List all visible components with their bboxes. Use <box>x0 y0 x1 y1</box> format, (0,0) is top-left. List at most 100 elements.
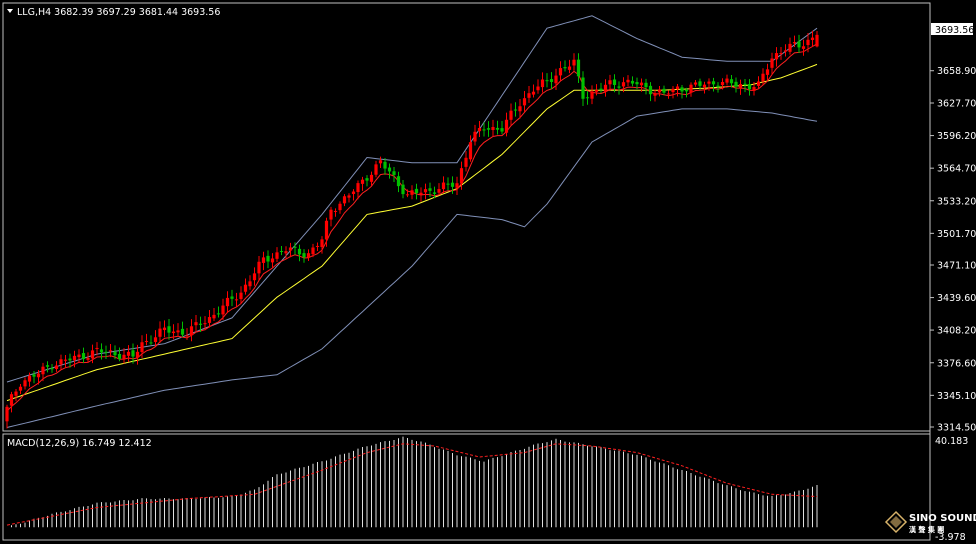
candle-body <box>738 84 743 88</box>
candle-body <box>684 89 689 92</box>
candle <box>243 278 248 295</box>
candle <box>225 291 230 314</box>
candle <box>405 189 410 198</box>
candle-body <box>522 98 527 106</box>
candle-body <box>612 79 617 85</box>
candle <box>342 194 347 207</box>
candlesticks <box>5 30 819 429</box>
candle <box>549 72 554 90</box>
candle-body <box>45 365 50 367</box>
candle-body <box>117 353 122 359</box>
candle <box>153 330 158 347</box>
candle <box>774 47 779 67</box>
candle <box>144 333 149 346</box>
candle <box>126 345 131 363</box>
candle-body <box>333 210 338 212</box>
candle-body <box>387 167 392 172</box>
candle <box>59 354 63 370</box>
candle <box>117 347 122 362</box>
candle <box>203 316 207 331</box>
candle <box>450 176 455 194</box>
candle-body <box>720 81 725 86</box>
candle <box>590 85 594 105</box>
price-tick-label: 3376.60 <box>937 358 976 369</box>
candle <box>275 247 279 262</box>
candle <box>639 78 644 92</box>
candle-body <box>558 68 563 76</box>
candle-body <box>441 182 446 190</box>
candle-body <box>509 110 513 120</box>
candle-body <box>725 78 729 83</box>
candle-body <box>243 284 248 292</box>
candle-body <box>536 86 540 91</box>
candle <box>756 76 761 89</box>
candle-body <box>144 340 149 342</box>
candle-body <box>356 183 360 193</box>
candle-body <box>711 81 716 85</box>
dropdown-triangle-icon[interactable] <box>7 9 13 13</box>
candle-body <box>734 81 738 87</box>
candle-body <box>639 82 644 86</box>
candle <box>45 361 50 373</box>
price-axis: 3658.90 3627.70 3596.20 3564.70 3533.20 3501.… <box>930 66 976 543</box>
candle-body <box>792 42 797 44</box>
candle <box>338 201 342 214</box>
candle <box>617 81 621 95</box>
candle <box>464 151 468 172</box>
candle <box>729 75 734 88</box>
candle <box>689 82 693 97</box>
candle <box>513 102 518 117</box>
candle-body <box>414 188 419 194</box>
candle <box>18 384 23 394</box>
candle-body <box>455 183 459 188</box>
candle <box>797 34 801 53</box>
candle-body <box>50 368 54 370</box>
candle <box>572 53 576 71</box>
candle-body <box>401 184 405 195</box>
candle <box>711 77 716 92</box>
candle-body <box>149 342 153 344</box>
current-price-tag: 3693.56 <box>931 23 974 36</box>
candle <box>230 289 234 307</box>
candle-body <box>446 183 450 185</box>
candle-body <box>27 375 32 382</box>
candle <box>720 78 725 90</box>
candle <box>779 47 783 60</box>
candle <box>396 171 401 193</box>
candle <box>351 189 356 201</box>
candle <box>518 99 522 119</box>
candle-body <box>743 83 747 85</box>
candle-body <box>171 331 176 334</box>
candle-body <box>666 93 671 95</box>
candle <box>504 112 509 137</box>
candle <box>180 321 185 338</box>
candle-body <box>234 299 239 301</box>
candle <box>378 156 383 168</box>
candle-body <box>324 220 329 240</box>
price-tick-label: 3471.10 <box>937 261 976 272</box>
candle-body <box>635 82 639 85</box>
candle <box>135 344 140 365</box>
candle-body <box>194 322 198 326</box>
price-tick-label: 3627.70 <box>937 99 976 110</box>
candle <box>707 78 711 91</box>
candle-body <box>338 203 342 211</box>
candle <box>455 176 459 195</box>
candle <box>171 324 176 340</box>
candle-body <box>198 323 203 325</box>
candle <box>167 319 171 340</box>
candle-body <box>581 77 585 99</box>
candle-body <box>644 82 648 88</box>
candle-body <box>774 53 779 60</box>
candle <box>234 292 239 307</box>
candle <box>545 73 549 88</box>
candle-body <box>288 247 293 251</box>
candle <box>311 243 315 258</box>
candle <box>14 389 18 402</box>
candle-body <box>585 97 590 99</box>
candle-body <box>54 365 59 370</box>
candle-body <box>450 182 455 187</box>
candle-body <box>432 192 437 194</box>
candle <box>333 208 338 217</box>
